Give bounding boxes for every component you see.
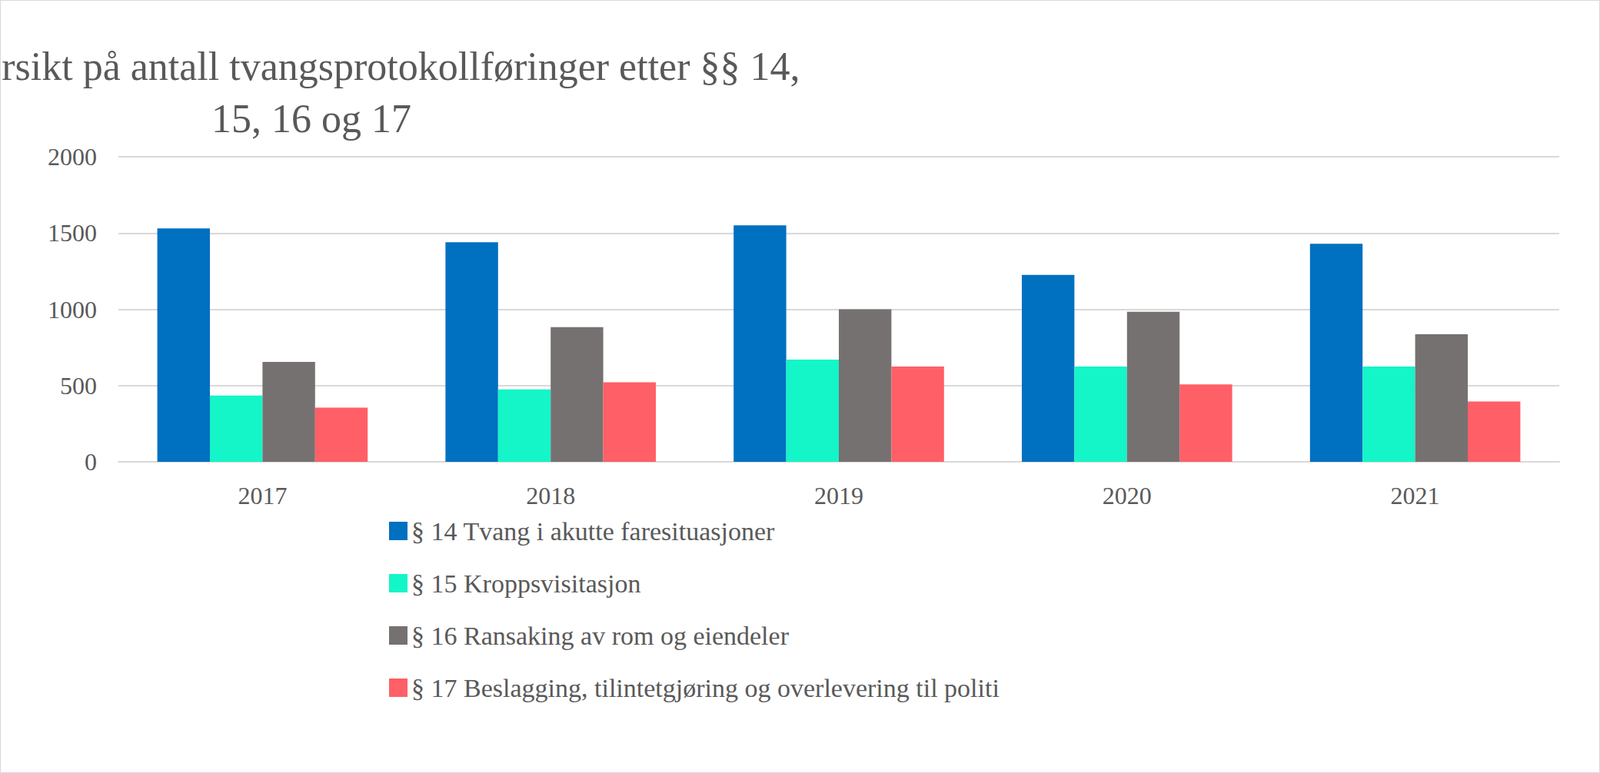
- svg-text:1500: 1500: [47, 219, 97, 247]
- svg-text:2018: 2018: [525, 482, 576, 510]
- svg-text:2000: 2000: [47, 143, 97, 171]
- svg-text:Samlet oversikt på antall tvan: Samlet oversikt på antall tvangsprotokol…: [0, 44, 801, 89]
- svg-text:§ 15 Kroppsvisitasjon: § 15 Kroppsvisitasjon: [411, 569, 641, 599]
- svg-text:0: 0: [84, 448, 97, 476]
- svg-text:2020: 2020: [1102, 482, 1152, 510]
- svg-text:2021: 2021: [1390, 482, 1441, 510]
- svg-text:2017: 2017: [237, 482, 287, 510]
- svg-text:2019: 2019: [814, 482, 864, 510]
- svg-text:500: 500: [59, 372, 97, 400]
- svg-text:15, 16 og 17: 15, 16 og 17: [211, 96, 412, 141]
- svg-text:§ 16 Ransaking av rom og eiend: § 16 Ransaking av rom og eiendeler: [411, 622, 790, 651]
- svg-text:§ 14 Tvang i akutte faresituas: § 14 Tvang i akutte faresituasjoner: [411, 517, 776, 546]
- svg-text:1000: 1000: [47, 296, 97, 324]
- svg-text:§ 17 Beslagging, tilintetgjøri: § 17 Beslagging, tilintetgjøring og over…: [411, 674, 1000, 703]
